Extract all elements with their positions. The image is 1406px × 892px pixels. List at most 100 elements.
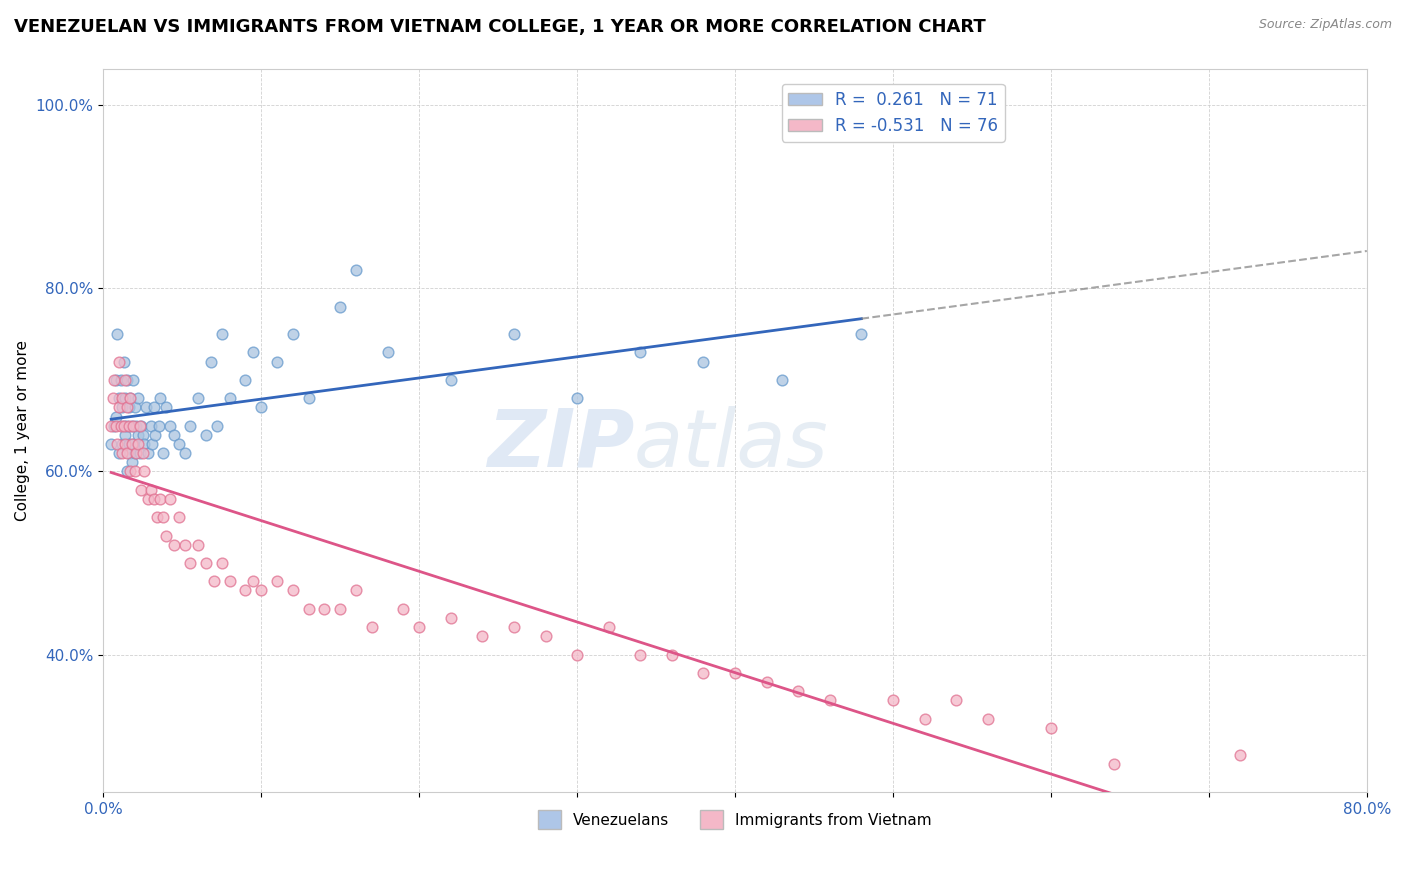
Point [344, 263, 367, 277]
Point [329, 300, 352, 314]
Point [471, 629, 494, 643]
Point [977, 712, 1000, 726]
Point [167, 510, 190, 524]
Text: VENEZUELAN VS IMMIGRANTS FROM VIETNAM COLLEGE, 1 YEAR OR MORE CORRELATION CHART: VENEZUELAN VS IMMIGRANTS FROM VIETNAM CO… [14, 18, 986, 36]
Point [163, 427, 186, 442]
Point [110, 373, 132, 387]
Point [120, 391, 142, 405]
Point [111, 446, 134, 460]
Point [146, 510, 169, 524]
Point [129, 483, 152, 497]
Point [121, 437, 143, 451]
Point [408, 620, 430, 634]
Point [149, 491, 172, 506]
Point [534, 629, 557, 643]
Point [136, 491, 159, 506]
Point [218, 391, 240, 405]
Point [235, 583, 257, 598]
Point [125, 446, 148, 460]
Point [104, 418, 127, 433]
Point [945, 693, 967, 707]
Point [124, 446, 146, 460]
Point [281, 583, 304, 598]
Point [110, 418, 132, 433]
Point [344, 583, 367, 598]
Point [117, 437, 139, 451]
Point [565, 391, 588, 405]
Point [440, 373, 463, 387]
Point [100, 418, 122, 433]
Point [115, 401, 138, 415]
Point [851, 327, 873, 342]
Point [134, 465, 156, 479]
Point [104, 409, 127, 424]
Text: Source: ZipAtlas.com: Source: ZipAtlas.com [1258, 18, 1392, 31]
Point [107, 327, 129, 342]
Point [101, 391, 124, 405]
Legend: Venezuelans, Immigrants from Vietnam: Venezuelans, Immigrants from Vietnam [531, 804, 938, 835]
Point [120, 465, 142, 479]
Point [882, 693, 904, 707]
Point [167, 437, 190, 451]
Point [114, 373, 136, 387]
Point [155, 401, 177, 415]
Point [108, 401, 131, 415]
Point [503, 620, 526, 634]
Point [152, 446, 174, 460]
Point [127, 391, 149, 405]
Point [202, 574, 225, 589]
Point [111, 437, 134, 451]
Point [127, 437, 149, 451]
Point [628, 648, 651, 662]
Point [115, 465, 138, 479]
Point [242, 345, 264, 359]
Point [124, 465, 146, 479]
Point [1102, 757, 1125, 772]
Point [103, 373, 125, 387]
Point [122, 373, 145, 387]
Point [135, 401, 157, 415]
Point [914, 712, 936, 726]
Point [297, 602, 319, 616]
Point [121, 455, 143, 469]
Point [120, 391, 142, 405]
Point [755, 675, 778, 690]
Point [281, 327, 304, 342]
Point [194, 427, 217, 442]
Point [128, 418, 150, 433]
Point [148, 418, 170, 433]
Point [392, 602, 415, 616]
Point [117, 401, 139, 415]
Point [152, 510, 174, 524]
Point [179, 556, 201, 570]
Point [266, 574, 288, 589]
Point [141, 437, 163, 451]
Point [724, 665, 747, 680]
Point [139, 418, 162, 433]
Point [194, 556, 217, 570]
Point [112, 418, 135, 433]
Point [100, 437, 122, 451]
Point [114, 437, 136, 451]
Point [132, 427, 155, 442]
Point [211, 556, 233, 570]
Point [103, 418, 125, 433]
Point [163, 538, 186, 552]
Point [104, 373, 127, 387]
Point [211, 327, 233, 342]
Point [377, 345, 399, 359]
Point [692, 665, 714, 680]
Point [250, 583, 273, 598]
Point [122, 437, 145, 451]
Point [139, 483, 162, 497]
Point [136, 446, 159, 460]
Point [235, 373, 257, 387]
Point [112, 354, 135, 368]
Point [787, 684, 810, 698]
Point [115, 373, 138, 387]
Point [598, 620, 620, 634]
Point [314, 602, 336, 616]
Point [628, 345, 651, 359]
Point [134, 437, 156, 451]
Point [159, 418, 181, 433]
